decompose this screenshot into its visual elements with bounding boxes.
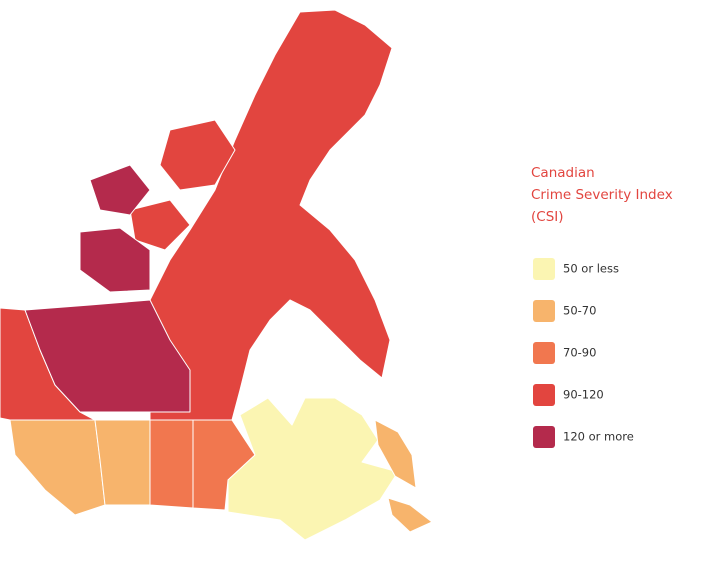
legend-title: (CSI)	[531, 209, 564, 225]
legend-swatch	[533, 258, 555, 280]
legend-label: 50 or less	[563, 262, 619, 276]
nunavut	[149, 9, 393, 421]
labrador	[374, 419, 417, 489]
saskatchewan	[149, 419, 194, 509]
maritimes	[387, 497, 433, 533]
legend-label: 120 or more	[563, 430, 634, 444]
legend-swatch	[533, 300, 555, 322]
legend-label: 90-120	[563, 388, 604, 402]
legend-label: 50-70	[563, 304, 596, 318]
legend-swatch	[533, 342, 555, 364]
legend-title: Crime Severity Index	[531, 187, 673, 203]
legend-swatch	[533, 426, 555, 448]
northwest-territories	[24, 299, 191, 413]
arctic-island	[159, 119, 236, 191]
ontario-quebec	[227, 397, 399, 541]
regions	[0, 9, 433, 541]
arctic-island	[89, 164, 151, 216]
alberta	[94, 419, 151, 506]
arctic-island	[129, 199, 191, 251]
legend-title: Canadian	[531, 165, 595, 181]
legend-label: 70-90	[563, 346, 596, 360]
victoria-island	[79, 227, 151, 293]
british-columbia	[9, 419, 106, 516]
legend-swatch	[533, 384, 555, 406]
legend: Canadian Crime Severity Index (CSI) 50 or l…	[531, 165, 673, 448]
